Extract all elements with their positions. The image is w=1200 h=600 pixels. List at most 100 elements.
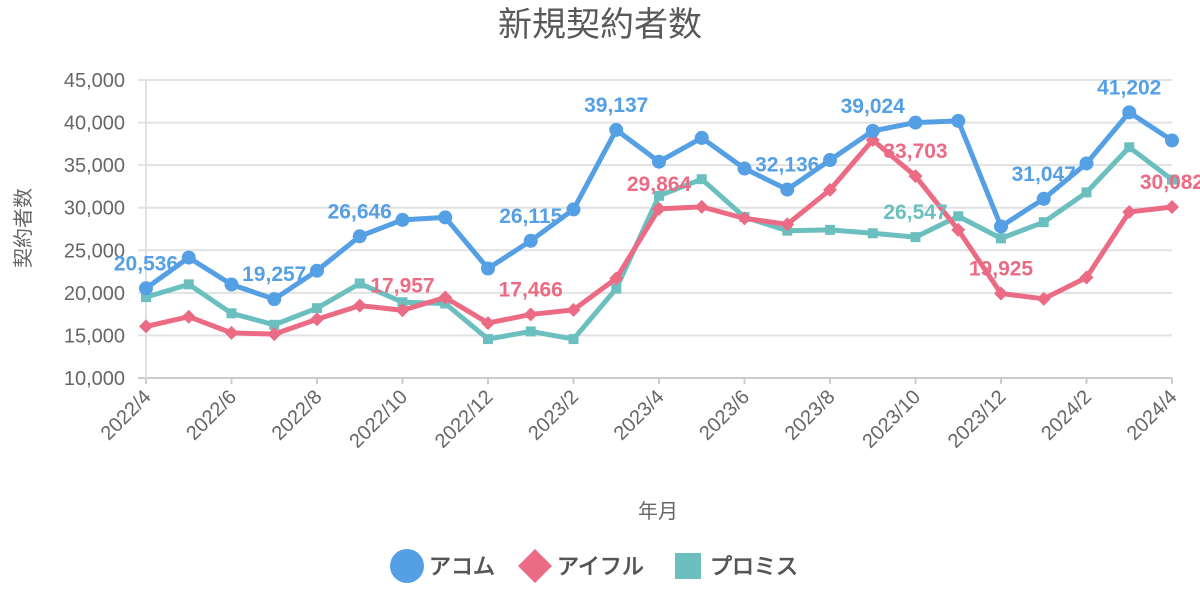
y-tick-label: 10,000 <box>64 368 125 390</box>
point-marker <box>953 211 964 222</box>
data-label: 32,136 <box>755 154 819 177</box>
x-tick-label: 2023/6 <box>695 386 754 445</box>
point-marker <box>141 292 151 303</box>
point-marker <box>395 303 410 318</box>
x-tick-label: 2023/8 <box>781 386 840 445</box>
point-marker <box>908 115 923 130</box>
point-marker <box>269 319 280 330</box>
y-tick-label: 25,000 <box>64 240 125 262</box>
point-marker <box>780 182 795 197</box>
chart-title: 新規契約者数 <box>498 6 702 44</box>
x-tick-label: 2022/10 <box>345 386 412 453</box>
point-marker <box>908 169 923 184</box>
data-label: 26,646 <box>328 200 392 223</box>
point-marker <box>525 326 536 337</box>
point-marker <box>224 277 239 292</box>
legend: アコム アイフル プロミス <box>390 549 798 583</box>
x-tick-label: 2022/4 <box>97 386 156 445</box>
point-marker <box>1038 217 1049 228</box>
data-label: 31,047 <box>1012 163 1076 186</box>
legend-label: プロミス <box>710 554 798 579</box>
data-label: 26,547 <box>883 201 947 224</box>
point-marker <box>139 281 153 296</box>
point-marker <box>352 298 367 313</box>
x-tick-label: 2022/12 <box>431 386 498 453</box>
point-marker <box>390 549 424 583</box>
point-marker <box>1122 105 1137 120</box>
x-tick-label: 2023/4 <box>610 386 669 445</box>
data-label: 39,137 <box>584 94 648 117</box>
point-marker <box>226 308 237 319</box>
series-group <box>139 105 1179 345</box>
point-marker <box>518 549 552 583</box>
point-marker <box>181 309 196 324</box>
point-marker <box>1036 291 1051 306</box>
point-marker <box>609 122 624 137</box>
point-marker <box>312 303 322 314</box>
data-label: 39,024 <box>841 95 906 118</box>
point-marker <box>675 553 701 579</box>
point-marker <box>181 250 196 265</box>
point-marker <box>951 222 966 237</box>
y-tick-label: 40,000 <box>64 113 125 135</box>
point-marker <box>310 312 324 327</box>
x-tick-label: 2023/2 <box>524 386 583 445</box>
point-marker <box>1165 133 1179 148</box>
point-marker <box>867 228 878 239</box>
point-marker <box>694 130 709 145</box>
point-marker <box>825 224 835 235</box>
point-marker <box>139 319 153 334</box>
y-axis: 10,000 15,000 20,000 25,000 30,000 35,000 40,0… <box>64 70 125 390</box>
x-axis-title: 年月 <box>638 500 678 523</box>
point-marker <box>224 325 239 340</box>
point-marker <box>483 334 493 345</box>
data-label: 17,957 <box>370 274 434 297</box>
point-marker <box>267 327 282 342</box>
x-tick-label: 2022/6 <box>182 386 241 445</box>
point-marker <box>737 211 752 226</box>
point-marker <box>310 263 324 278</box>
point-marker <box>1167 174 1177 185</box>
point-marker <box>267 292 282 307</box>
point-marker <box>183 279 194 290</box>
y-tick-label: 15,000 <box>64 325 125 347</box>
point-marker <box>994 286 1008 301</box>
legend-item-2: プロミス <box>675 553 798 579</box>
series-1 <box>139 132 1179 342</box>
data-label: 19,257 <box>242 263 306 286</box>
data-label: 26,115 <box>499 205 562 228</box>
x-tick-label: 2024/2 <box>1037 386 1096 445</box>
point-marker <box>566 302 581 317</box>
data-label: 20,536 <box>114 252 178 275</box>
point-marker <box>1079 270 1094 285</box>
point-marker <box>395 212 410 227</box>
point-marker <box>652 201 666 216</box>
x-tick-label: 2024/4 <box>1123 386 1182 445</box>
point-marker <box>352 229 367 244</box>
point-marker <box>823 153 837 168</box>
point-marker <box>481 316 495 331</box>
point-marker <box>823 182 837 197</box>
y-axis-title: 契約者数 <box>12 188 35 268</box>
point-marker <box>780 217 795 232</box>
point-marker <box>694 199 709 214</box>
point-marker <box>523 233 538 248</box>
data-label: 17,466 <box>499 278 563 301</box>
series-0 <box>139 105 1179 307</box>
point-marker <box>951 113 966 128</box>
x-tick-label: 2023/10 <box>858 386 925 453</box>
point-marker <box>865 123 880 138</box>
point-marker <box>611 283 622 294</box>
point-marker <box>1122 204 1137 219</box>
point-marker <box>568 334 579 345</box>
point-marker <box>438 210 453 225</box>
point-marker <box>438 290 453 305</box>
x-tick-label: 2023/12 <box>944 386 1011 453</box>
point-marker <box>481 261 495 276</box>
y-tick-label: 30,000 <box>64 198 125 220</box>
point-marker <box>523 307 538 322</box>
point-marker <box>397 297 408 308</box>
point-marker <box>696 174 707 185</box>
point-marker <box>1079 156 1094 171</box>
